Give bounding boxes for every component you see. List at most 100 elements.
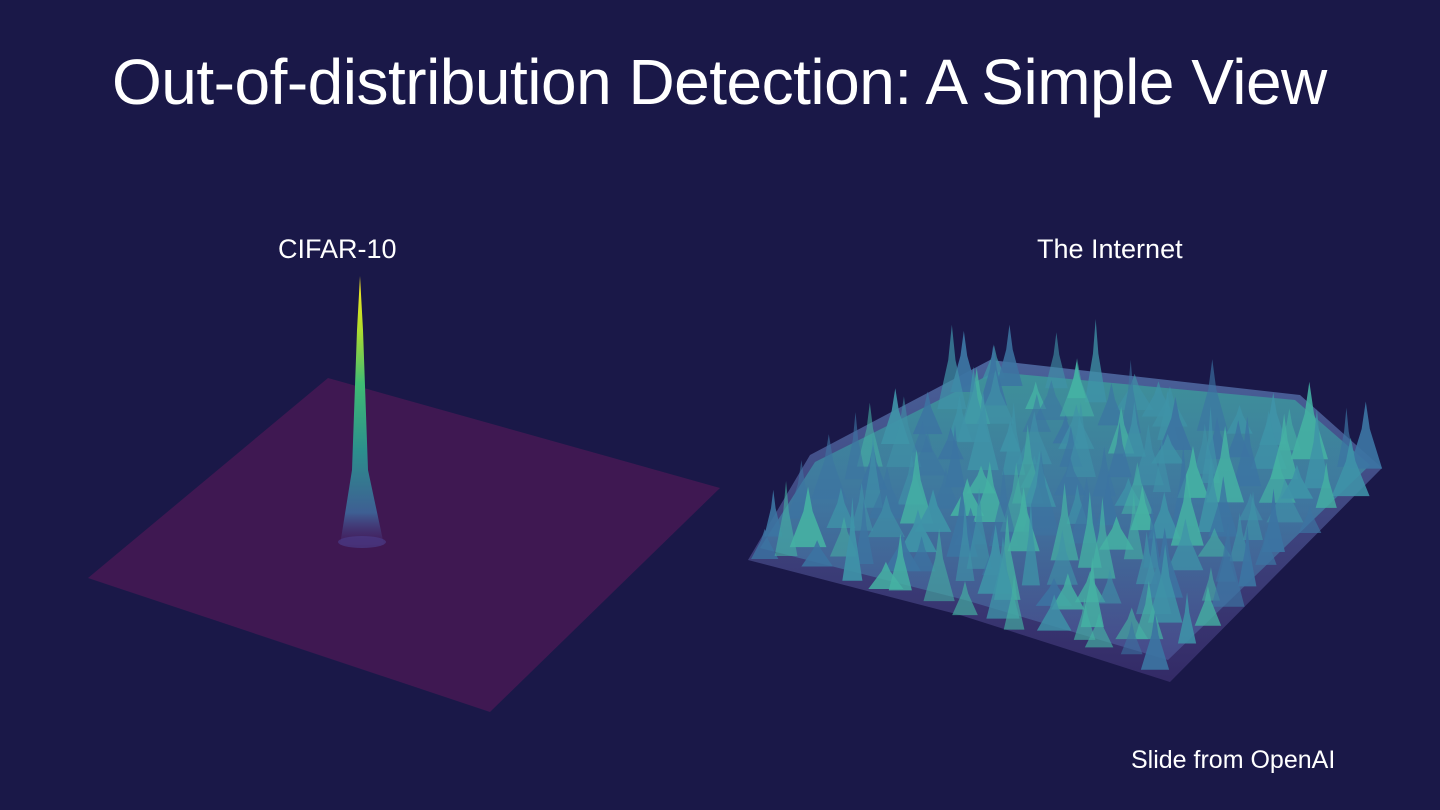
terrain-peak: [1098, 569, 1122, 604]
terrain-peak: [1115, 373, 1154, 411]
terrain-peak: [1201, 405, 1220, 483]
terrain-peak: [1331, 437, 1370, 497]
terrain-peak: [966, 487, 992, 569]
internet-surface: [748, 318, 1383, 682]
terrain-peak: [868, 466, 906, 519]
terrain-peak: [1051, 573, 1085, 610]
terrain-peak: [774, 480, 798, 557]
terrain-peak: [844, 412, 867, 480]
terrain-peak: [1130, 485, 1155, 531]
terrain-peak: [976, 369, 1015, 424]
terrain-peak: [801, 540, 833, 567]
terrain-peak: [1132, 424, 1164, 486]
terrain-peak: [1073, 597, 1096, 640]
terrain-peak: [1208, 476, 1239, 537]
terrain-peak: [979, 344, 1008, 406]
terrain-peak: [1194, 586, 1222, 626]
terrain-peak: [1211, 523, 1245, 607]
terrain-peak: [1097, 382, 1126, 426]
terrain-peak: [932, 467, 960, 509]
terrain-peak: [952, 580, 978, 616]
terrain-peak: [899, 449, 934, 524]
terrain-peak: [1065, 402, 1096, 478]
terrain-peak: [1196, 359, 1228, 431]
terrain-peak: [854, 498, 874, 565]
terrain-peak: [789, 486, 827, 548]
terrain-peak: [1003, 573, 1025, 630]
terrain-peak: [1068, 477, 1105, 544]
terrain-peak: [1025, 381, 1047, 409]
cifar-10-label: CIFAR-10: [278, 234, 397, 264]
terrain-peak: [1349, 401, 1383, 469]
terrain-peak: [1107, 422, 1132, 478]
terrain-peak: [988, 468, 1019, 547]
terrain-peak: [1089, 497, 1116, 579]
terrain-peak: [886, 396, 922, 468]
terrain-peak: [923, 528, 955, 602]
terrain-peak: [1121, 462, 1154, 514]
terrain-peak: [1303, 409, 1331, 489]
terrain-peak: [955, 501, 975, 582]
terrain-peak: [914, 489, 952, 532]
terrain-peak: [1151, 433, 1185, 464]
terrain-peak: [1045, 332, 1068, 389]
terrain-peak: [973, 461, 1007, 522]
terrain-peak: [1022, 393, 1052, 432]
terrain-peak: [1298, 506, 1322, 534]
terrain-peak: [912, 391, 943, 435]
terrain-peak: [1280, 464, 1314, 499]
terrain-peak: [967, 390, 999, 471]
terrain-peak: [946, 488, 978, 557]
terrain-peak: [1206, 425, 1245, 503]
slide-credit: Slide from OpenAI: [1131, 746, 1336, 774]
cifar-surface: [88, 276, 720, 712]
terrain-peak: [1197, 528, 1232, 557]
terrain-peak: [863, 432, 883, 508]
terrain-peak: [1255, 529, 1277, 565]
terrain-peak: [1148, 491, 1181, 539]
terrain-peak: [867, 494, 905, 538]
terrain-peak: [1261, 488, 1285, 552]
terrain-peak: [1233, 416, 1262, 487]
terrain-peak: [826, 487, 856, 529]
terrain-peak: [1021, 501, 1040, 586]
slide-title: Out-of-distribution Detection: A Simple …: [112, 46, 1327, 118]
terrain-peak: [1036, 594, 1072, 631]
terrain-peak: [1177, 592, 1197, 644]
terrain-peak: [1092, 446, 1117, 497]
terrain-peak: [937, 324, 967, 410]
terrain-peak: [842, 496, 863, 581]
terrain-peak: [888, 533, 912, 591]
terrain-peak: [1152, 438, 1171, 493]
terrain-peak: [1170, 471, 1204, 546]
terrain-peak: [1122, 401, 1146, 457]
terrain-peak: [1147, 544, 1183, 623]
terrain-peak: [751, 528, 779, 559]
cifar-peak: [340, 276, 384, 545]
terrain-peak: [1238, 524, 1257, 587]
terrain-peak: [944, 424, 966, 488]
terrain-peak: [899, 509, 937, 553]
terrain-peak: [1046, 530, 1078, 585]
terrain-peak: [1084, 318, 1107, 403]
terrain-peak: [850, 482, 874, 531]
terrain-peak: [996, 324, 1023, 387]
terrain-peak: [1120, 621, 1143, 655]
terrain-peak: [950, 478, 985, 516]
internet-label: The Internet: [1037, 234, 1183, 264]
terrain-peak: [764, 489, 783, 537]
terrain-peak: [1315, 462, 1337, 508]
terrain-peak: [1140, 612, 1170, 670]
terrain-peak: [1084, 612, 1114, 648]
terrain-peak: [907, 536, 936, 572]
terrain-peak: [1238, 493, 1263, 521]
terrain-peak: [1034, 380, 1069, 421]
terrain-peak: [1002, 402, 1026, 475]
terrain-peak: [1053, 456, 1087, 496]
terrain-peak: [1167, 518, 1204, 571]
terrain-peak: [1059, 358, 1095, 417]
terrain-peak: [1243, 491, 1263, 540]
cifar-peak-base: [338, 536, 386, 548]
